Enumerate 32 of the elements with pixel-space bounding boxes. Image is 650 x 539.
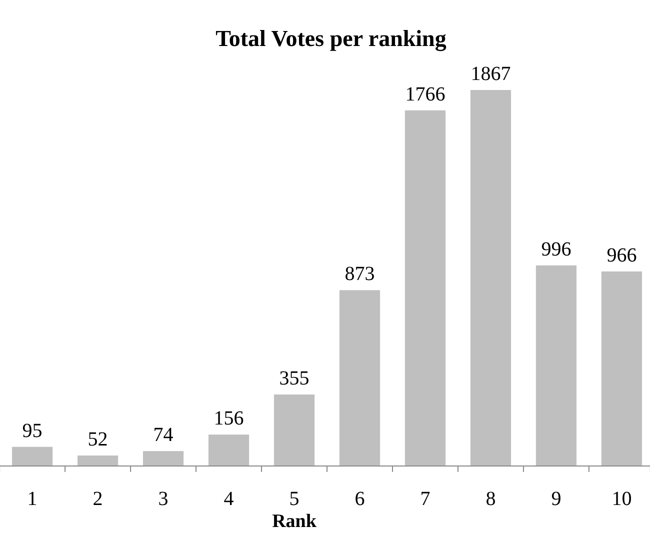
data-label: 74 [153, 424, 174, 446]
bar [274, 394, 315, 466]
x-tick-label: 5 [289, 488, 300, 510]
bar [470, 90, 512, 466]
bar [536, 265, 577, 466]
x-tick-label: 4 [224, 488, 234, 510]
bar [142, 451, 184, 466]
bar [404, 110, 446, 466]
bar [77, 456, 118, 466]
x-tick-label: 1 [27, 488, 38, 510]
bar [12, 446, 53, 466]
data-label: 355 [279, 368, 310, 390]
x-axis-title: Rank [272, 511, 317, 532]
x-tick-label: 7 [420, 488, 430, 510]
x-tick-label: 2 [92, 488, 103, 510]
bar [601, 271, 642, 466]
data-label: 52 [88, 428, 108, 451]
data-label: 95 [22, 420, 42, 442]
data-label: 1766 [405, 83, 446, 106]
data-label: 966 [606, 244, 637, 266]
data-label: 156 [214, 408, 244, 430]
x-tick-label: 10 [612, 488, 632, 510]
chart-title: Total Votes per ranking [216, 26, 447, 52]
bar [208, 434, 250, 466]
data-label: 873 [344, 263, 375, 286]
x-tick-label: 9 [551, 488, 562, 510]
x-tick-label: 8 [486, 488, 496, 510]
data-label: 996 [541, 238, 572, 260]
x-tick-label: 6 [354, 488, 365, 510]
data-label: 1867 [470, 63, 511, 85]
bar [339, 290, 380, 466]
x-tick-label: 3 [158, 488, 168, 510]
